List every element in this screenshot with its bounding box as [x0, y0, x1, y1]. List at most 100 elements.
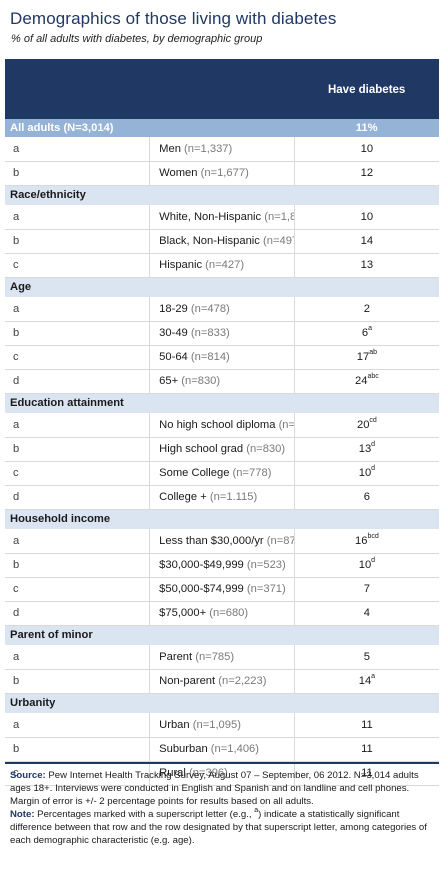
- row-letter: a: [5, 413, 150, 438]
- row-value: 10: [360, 142, 374, 155]
- row-sample-size: (n=830): [246, 443, 286, 455]
- table-row: c $50,000-$74,999 (n=371) 7: [5, 577, 439, 602]
- row-value: 24: [355, 375, 368, 387]
- row-value-cell: 10: [293, 205, 439, 230]
- row-label-cell: Black, Non-Hispanic (n=497): [149, 229, 295, 254]
- row-label-cell: $30,000-$49,999 (n=523): [149, 553, 295, 578]
- row-label: Hispanic: [159, 259, 203, 271]
- row-letter: d: [5, 369, 150, 394]
- section-header-row: Parent of minor: [5, 625, 439, 645]
- row-value: 5: [363, 650, 371, 663]
- section-header: Education attainment: [5, 393, 439, 413]
- row-label-cell: Parent (n=785): [149, 645, 295, 670]
- row-label: Black, Non-Hispanic: [159, 235, 260, 247]
- row-label: Rural: [159, 767, 186, 779]
- row-label: 30-49: [159, 327, 188, 339]
- row-letter: b: [5, 229, 150, 254]
- table-row: c Some College (n=778) 10d: [5, 461, 439, 486]
- row-sample-size: (n=269): [278, 418, 295, 431]
- row-sample-size: (n=1,095): [192, 718, 241, 731]
- row-label-cell: 65+ (n=830): [149, 369, 295, 394]
- source-text: Pew Internet Health Tracking Survey, Aug…: [10, 770, 419, 808]
- page-title: Demographics of those living with diabet…: [10, 9, 337, 28]
- row-letter: d: [5, 485, 150, 510]
- row-value: 10: [358, 467, 372, 479]
- section-header: Race/ethnicity: [5, 185, 439, 205]
- table-row: d 65+ (n=830) 24abc: [5, 369, 439, 394]
- row-label-cell: Hispanic (n=427): [149, 253, 295, 278]
- row-letter: d: [5, 601, 150, 626]
- significance-marker: cd: [369, 417, 377, 425]
- table-row: b 30-49 (n=833) 6a: [5, 321, 439, 346]
- row-label: Parent: [159, 650, 193, 663]
- row-value: 14: [358, 675, 372, 687]
- row-letter: b: [5, 737, 150, 762]
- row-label-cell: Rural (n=396): [149, 761, 295, 786]
- row-label-cell: 30-49 (n=833): [149, 321, 295, 346]
- row-label-cell: $50,000-$74,999 (n=371): [149, 577, 295, 602]
- row-label: Urban: [159, 718, 190, 731]
- total-label: All adults (N=3,014): [5, 119, 295, 137]
- row-letter: a: [5, 529, 150, 554]
- row-letter: a: [5, 137, 150, 162]
- row-label-cell: Some College (n=778): [149, 461, 295, 486]
- row-value-cell: 4: [293, 601, 439, 626]
- row-value: 11: [361, 718, 373, 731]
- note-label: Note:: [10, 809, 35, 821]
- significance-marker: d: [371, 465, 376, 473]
- row-label-cell: White, Non-Hispanic (n=1,864): [149, 205, 295, 230]
- row-label: Less than $30,000/yr: [159, 534, 264, 547]
- row-value-cell: 11: [293, 761, 439, 786]
- row-sample-size: (n=427): [205, 259, 245, 271]
- row-sample-size: (n=1,864): [264, 210, 294, 223]
- row-label-cell: 18-29 (n=478): [149, 297, 295, 322]
- row-value: 6: [361, 327, 369, 339]
- row-sample-size: (n=785): [195, 650, 235, 663]
- row-value: 10: [358, 559, 372, 571]
- row-value: 11: [361, 743, 373, 755]
- table-row: b High school grad (n=830) 13d: [5, 437, 439, 462]
- table-row: a Men (n=1,337) 10: [5, 137, 439, 162]
- table-row: b Women (n=1,677) 12: [5, 161, 439, 186]
- row-label: 65+: [159, 375, 179, 387]
- row-label-cell: College + (n=1.115): [149, 485, 295, 510]
- row-value: 14: [360, 235, 374, 247]
- note-text-1: Percentages marked with a superscript le…: [34, 809, 255, 821]
- row-letter: b: [5, 669, 150, 694]
- section-header-row: Urbanity: [5, 693, 439, 713]
- row-letter: c: [5, 461, 150, 486]
- row-label: $50,000-$74,999: [159, 583, 244, 595]
- table-body: Have diabetes All adults (N=3,014) 11% a…: [5, 59, 439, 786]
- section-header-row: Race/ethnicity: [5, 185, 439, 205]
- row-label-cell: No high school diploma (n=269): [149, 413, 295, 438]
- demographics-table: Have diabetes All adults (N=3,014) 11% a…: [5, 59, 439, 786]
- row-sample-size: (n=680): [209, 607, 249, 619]
- row-sample-size: (n=2,223): [218, 675, 267, 687]
- row-label: Men: [159, 142, 181, 155]
- table-row: c Rural (n=396) 11: [5, 761, 439, 786]
- table-row: b $30,000-$49,999 (n=523) 10d: [5, 553, 439, 578]
- significance-marker: abc: [367, 373, 379, 381]
- section-header: Parent of minor: [5, 625, 439, 645]
- table-row: a Urban (n=1,095) 11: [5, 713, 439, 738]
- note-sup: a: [254, 807, 259, 815]
- section-header: Age: [5, 277, 439, 297]
- table-row: c 50-64 (n=814) 17ab: [5, 345, 439, 370]
- column-header-have-diabetes: Have diabetes: [294, 59, 439, 119]
- row-letter: c: [5, 253, 150, 278]
- row-sample-size: (n=1,337): [184, 142, 233, 155]
- row-label: $75,000+: [159, 607, 207, 619]
- total-row: All adults (N=3,014) 11%: [5, 119, 439, 137]
- row-letter: c: [5, 345, 150, 370]
- significance-marker: a: [371, 673, 376, 681]
- row-value-cell: 10d: [293, 553, 439, 578]
- table-row: b Suburban (n=1,406) 11: [5, 737, 439, 762]
- row-label: High school grad: [159, 443, 244, 455]
- row-sample-size: (n=497): [263, 235, 294, 247]
- row-value: 20: [356, 418, 370, 431]
- row-value-cell: 14a: [293, 669, 439, 694]
- significance-marker: ab: [369, 349, 378, 357]
